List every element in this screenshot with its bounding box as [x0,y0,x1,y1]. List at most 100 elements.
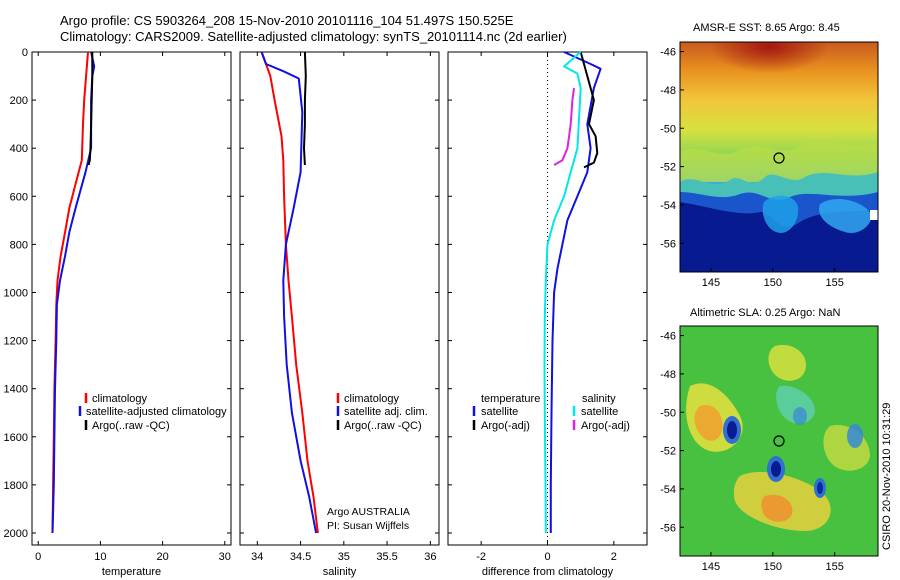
map-x-tick-label: 155 [826,277,844,289]
series-line-climatology [260,51,319,534]
sla-low-eddy-5 [793,407,807,425]
y-tick-label: 1000 [4,287,28,299]
sla-low-eddy-2-core [771,461,781,477]
legend-title-temperature: temperature [481,393,540,405]
x-tick-label: 2 [611,551,617,563]
map-y-tick-label: -52 [660,446,676,458]
float-owner-annotation: Argo AUSTRALIA [327,506,410,518]
map-x-tick-label: 145 [702,561,720,573]
sst-map-image [680,42,878,272]
map-x-tick-label: 150 [764,561,782,573]
legend-label-temperature-satellite: satellite [481,406,518,418]
sla-low-eddy-3-core [817,482,823,494]
sla-argo-marker [773,435,785,447]
y-tick-label: 1400 [4,384,28,396]
y-tick-label: 0 [22,47,28,59]
sla-map-image [680,326,878,556]
series-line-argo-raw-qc [87,52,94,166]
temperature-x-axis-label: temperature [102,566,161,578]
map-x-tick-label: 150 [764,277,782,289]
sla-map-axes: 145 150 155 -46 -48 -50 -52 -54 -56 [660,331,844,573]
x-tick-label: 35.5 [376,551,397,563]
map-y-tick-label: -54 [660,200,676,212]
x-tick-label: 34 [251,551,263,563]
sst-map-title: AMSR-E SST: 8.65 Argo: 8.45 [693,22,840,34]
salinity-axes-frame [239,51,440,546]
sst-map-frame [679,41,879,273]
salinity-x-axis-label: salinity [323,566,357,578]
x-tick-label: 0 [35,551,41,563]
difference-legend: temperature salinity satellite Argo(-adj… [472,393,630,432]
y-tick-label: 400 [10,143,28,155]
legend-title-salinity: salinity [582,393,616,405]
legend-label-satellite-adj: satellite adj. clim. [344,406,428,418]
temperature-profile-panel: 0 10 20 30 0 200 400 600 800 1000 1200 1400 1600 1800… [4,47,232,578]
sst-front-cyan [680,172,878,202]
map-y-tick-label: -48 [660,85,676,97]
legend-label-salinity-satellite: satellite [581,406,618,418]
figure-title-line1: Argo profile: CS 5903264_208 15-Nov-2010… [60,13,514,28]
map-y-tick-label: -46 [660,47,676,59]
sst-warm-patch [680,42,878,132]
sla-map-frame [679,325,879,557]
x-tick-label: 30 [219,551,231,563]
series-line-temperature-satellite [549,51,602,533]
map-y-tick-label: -54 [660,484,676,496]
legend-label-salinity-argo: Argo(-adj) [581,420,630,432]
figure-title-line2: Climatology: CARS2009. Satellite-adjuste… [60,29,567,44]
map-x-tick-label: 145 [702,277,720,289]
sst-map-axes: 145 150 155 -46 -48 -50 -52 -54 -56 [660,47,844,289]
legend-label-argo: Argo(..raw -QC) [92,420,170,432]
map-y-tick-label: -48 [660,369,676,381]
map-y-tick-label: -46 [660,331,676,343]
y-tick-label: 1600 [4,432,28,444]
sst-cold-eddy-2 [819,198,872,233]
x-tick-label: 10 [94,551,106,563]
series-line-satellite-adj-clim [260,51,318,534]
x-tick-label: 35 [338,551,350,563]
sla-low-eddy-1-core [727,421,737,439]
y-tick-label: 200 [10,95,28,107]
map-y-tick-label: -50 [660,123,676,135]
sla-anomaly-yellow-3 [768,345,806,381]
y-tick-label: 600 [10,191,28,203]
map-y-tick-label: -50 [660,407,676,419]
legend-label-temperature-argo: Argo(-adj) [481,420,530,432]
map-y-tick-label: -56 [660,238,676,250]
x-tick-label: 36 [424,551,436,563]
sst-front-yellow [680,141,878,182]
y-tick-label: 2000 [4,528,28,540]
sst-argo-marker [773,152,785,164]
series-line-satellite-adjusted-climatology [51,51,96,534]
map-x-tick-label: 155 [826,561,844,573]
x-tick-label: -2 [476,551,486,563]
temperature-axes-frame [31,51,232,546]
legend-label-satellite-adjusted: satellite-adjusted climatology [86,406,227,418]
x-tick-label: 34.5 [290,551,311,563]
difference-x-axis-label: difference from climatology [482,566,614,578]
x-tick-label: 20 [156,551,168,563]
salinity-profile-panel: 34 34.5 35 35.5 36 salinity [239,51,440,578]
sla-low-eddy-4 [847,424,863,448]
temperature-legend: climatology satellite-adjusted climatolo… [78,393,227,432]
map-y-tick-label: -56 [660,522,676,534]
sla-map-title: Altimetric SLA: 0.25 Argo: NaN [690,307,840,319]
legend-label-argo: Argo(..raw -QC) [344,420,422,432]
float-pi-annotation: PI: Susan Wijffels [327,520,409,532]
credit-timestamp: CSIRO 20-Nov-2010 10:31:29 [881,403,893,550]
series-line-temperature-argo-adj [579,51,599,169]
legend-label-climatology: climatology [344,393,400,405]
series-line-argo-raw-qc [303,51,307,166]
series-line-salinity-argo-adj [553,87,575,166]
x-tick-label: 0 [544,551,550,563]
sla-anomaly-orange-2 [761,494,793,522]
sla-map-panel: Altimetric SLA: 0.25 Argo: NaN 145 150 155… [660,307,879,573]
series-line-salinity-satellite [543,51,582,534]
map-y-tick-label: -52 [660,162,676,174]
y-tick-label: 800 [10,239,28,251]
sla-anomaly-orange-1 [694,405,723,441]
difference-axes-frame [447,51,648,546]
salinity-legend: climatology satellite adj. clim. Argo(..… [336,393,428,432]
legend-label-climatology: climatology [92,393,148,405]
